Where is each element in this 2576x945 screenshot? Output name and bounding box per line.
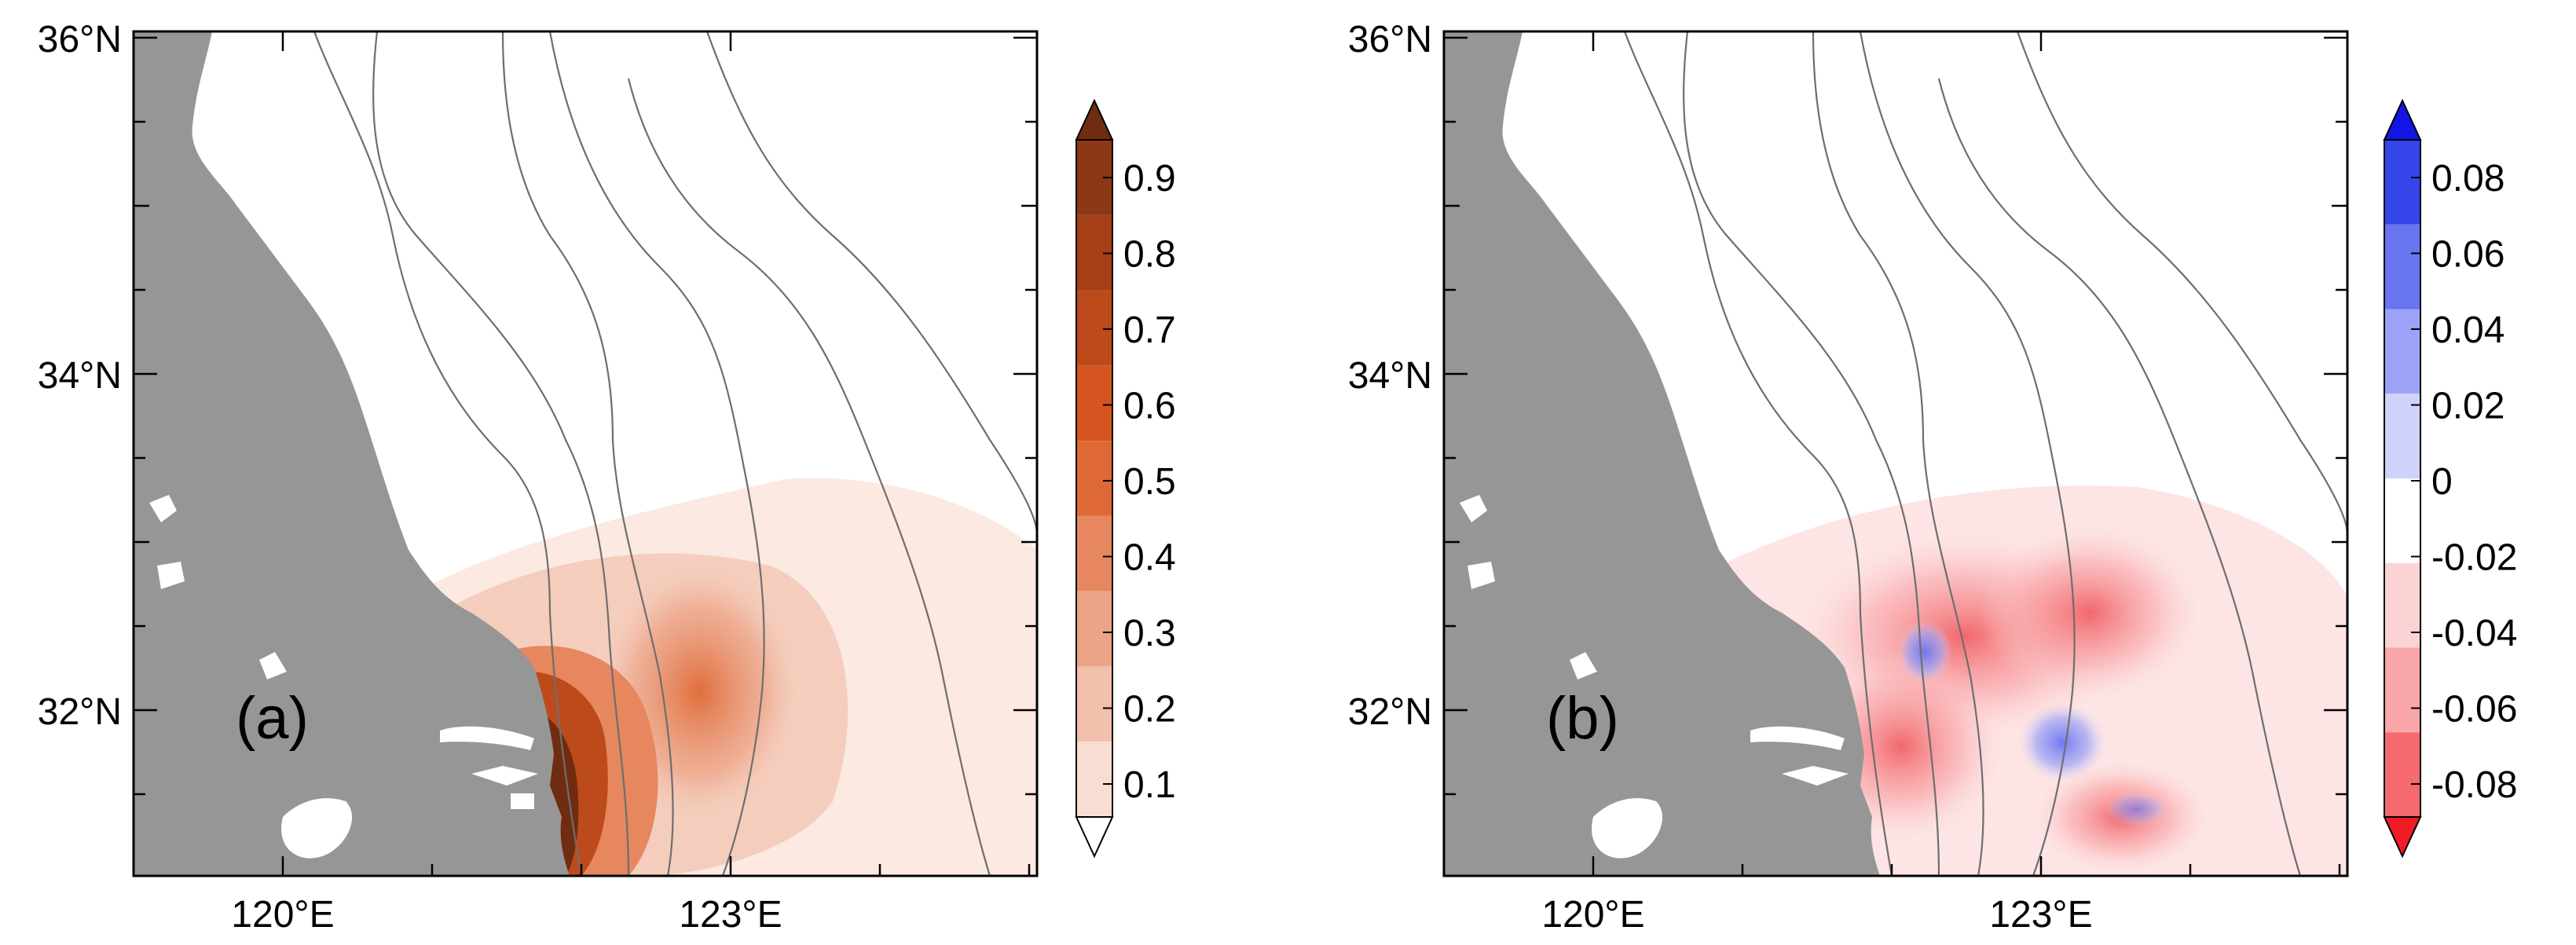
- colorbar-bottom-arrow: [2383, 816, 2422, 859]
- map-frame: [1442, 30, 2349, 877]
- colorbar-tick-label: 0.2: [1123, 689, 1176, 731]
- lon-label-120e: 120°E: [231, 894, 334, 936]
- land-mass: [134, 31, 570, 876]
- lat-label-34n: 34°N: [1348, 355, 1432, 397]
- colorbar-bottom-arrow: [1075, 816, 1114, 859]
- lat-label-32n: 32°N: [1348, 691, 1432, 733]
- colorbar-tick-label: -0.06: [2431, 689, 2517, 731]
- isobath-contours: [1623, 31, 2347, 876]
- colorbar-segment: [2384, 309, 2420, 394]
- colorbar-tick-label: 0.9: [1123, 158, 1176, 200]
- colorbar-frame: [2384, 139, 2421, 818]
- colorbar-tick-label: -0.02: [2431, 537, 2517, 579]
- latitude-ticks: [134, 31, 1037, 876]
- colorbar-tick-label: 0.8: [1123, 234, 1176, 276]
- colorbar-segment: [1076, 742, 1112, 817]
- colorbar-tick-label: 0.1: [1123, 764, 1176, 806]
- colorbar-segment: [1076, 441, 1112, 516]
- latitude-ticks: [1444, 31, 2347, 876]
- lat-label-32n: 32°N: [38, 691, 122, 733]
- colorbar-tick-label: 0.04: [2431, 310, 2505, 351]
- colorbar-segment: [2384, 224, 2420, 310]
- lat-label-34n: 34°N: [38, 355, 122, 397]
- colorbar-segment: [2384, 732, 2420, 817]
- colorbar-tick-label: 0.02: [2431, 386, 2505, 427]
- inland-water: [149, 495, 538, 859]
- colorbar-segment: [1076, 290, 1112, 366]
- colorbar-segment: [2384, 140, 2420, 225]
- panel-label: (a): [236, 685, 309, 752]
- lat-label-36n: 36°N: [1348, 19, 1432, 60]
- colorbar-segment: [1076, 365, 1112, 441]
- inland-water: [1460, 495, 1849, 859]
- colorbar-top-arrow: [2383, 98, 2422, 141]
- colorbar-tick-label: -0.08: [2431, 764, 2517, 806]
- panel-label: (b): [1546, 685, 1619, 752]
- colorbar-segment: [2384, 478, 2420, 563]
- colorbar-segment: [2384, 394, 2420, 478]
- colorbar-tick-label: 0.4: [1123, 537, 1176, 579]
- colorbar-segment: [2384, 647, 2420, 733]
- colorbar-tick-label: 0.6: [1123, 386, 1176, 427]
- colorbar-b: 0.08 0.06 0.04 0.02 0 -0.02 -0.04 -0.06 -0.08: [2383, 98, 2517, 859]
- colorbar-tick-label: 0.06: [2431, 234, 2505, 276]
- colorbar-tick-label: -0.04: [2431, 613, 2517, 654]
- lon-label-120e: 120°E: [1541, 894, 1644, 936]
- map-frame: [132, 30, 1039, 877]
- lon-label-123e: 123°E: [1989, 894, 2092, 936]
- colorbar-segment: [1076, 515, 1112, 592]
- land-mass: [1444, 31, 1880, 876]
- lat-label-36n: 36°N: [38, 19, 122, 60]
- lon-label-123e: 123°E: [679, 894, 782, 936]
- map-panel-b: (b) 36°N 34°N 32°N 120°E 123°E 0.080.060…: [1348, 19, 2518, 936]
- colorbar-a: 0.9 0.8 0.7 0.6 0.5 0.4 0.3 0.2 0.1: [1075, 98, 1176, 859]
- colorbar-tick-label: 0.3: [1123, 613, 1176, 654]
- colorbar-frame: [1075, 139, 1113, 818]
- colorbar-top-arrow: [1075, 98, 1114, 141]
- colorbar-segment: [1076, 591, 1112, 667]
- isobath-contours: [313, 31, 1037, 876]
- colorbar-tick-label: 0.08: [2431, 158, 2505, 200]
- map-panel-a: (a) 36°N 34°N 32°N 120°E 123°E 0.9 0.8 0.7…: [38, 19, 1176, 936]
- colorbar-tick-label: 0.5: [1123, 461, 1176, 503]
- colorbar-tick-label: 0: [2431, 461, 2453, 503]
- colorbar-segment: [2384, 562, 2420, 648]
- colorbar-tick-label: 0.7: [1123, 310, 1176, 351]
- colorbar-segment: [1076, 666, 1112, 742]
